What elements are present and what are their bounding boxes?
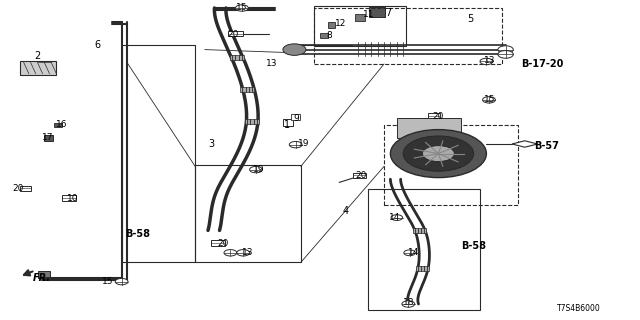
- Text: 20: 20: [432, 112, 444, 121]
- Text: 6: 6: [95, 40, 101, 50]
- Text: 2: 2: [34, 51, 40, 61]
- Text: 10: 10: [67, 194, 79, 203]
- Text: 13: 13: [266, 60, 277, 68]
- Circle shape: [404, 250, 415, 256]
- Bar: [353, 173, 366, 178]
- Circle shape: [236, 5, 248, 11]
- Bar: [413, 228, 426, 233]
- Circle shape: [391, 215, 403, 220]
- Bar: [369, 7, 385, 17]
- Text: B-58: B-58: [461, 241, 486, 252]
- Circle shape: [498, 46, 513, 53]
- Bar: [54, 123, 62, 127]
- Text: 20: 20: [218, 239, 229, 248]
- Text: 12: 12: [335, 19, 347, 28]
- Text: 4: 4: [342, 206, 349, 216]
- Bar: [195, 165, 301, 262]
- Text: 19: 19: [253, 165, 264, 174]
- Text: 20: 20: [13, 184, 24, 193]
- Text: 20: 20: [356, 172, 367, 180]
- Text: 9: 9: [293, 114, 299, 123]
- Text: 18: 18: [403, 298, 415, 307]
- Circle shape: [402, 301, 415, 307]
- Bar: [62, 195, 76, 201]
- Text: 13: 13: [484, 56, 495, 65]
- Bar: [291, 114, 300, 120]
- Text: 14: 14: [389, 213, 401, 222]
- Text: 3: 3: [208, 139, 214, 149]
- Bar: [314, 8, 502, 64]
- Circle shape: [237, 250, 250, 256]
- Text: B-57: B-57: [534, 140, 559, 151]
- Text: 11: 11: [363, 10, 374, 19]
- Circle shape: [483, 97, 495, 103]
- Text: 15: 15: [102, 277, 114, 286]
- Bar: [428, 113, 440, 118]
- Text: B-17-20: B-17-20: [522, 59, 564, 69]
- Text: 1: 1: [284, 120, 290, 130]
- Bar: [230, 55, 244, 60]
- Bar: [20, 61, 56, 75]
- Circle shape: [498, 51, 513, 58]
- Circle shape: [289, 141, 302, 148]
- Text: 7: 7: [385, 8, 392, 18]
- Bar: [283, 119, 293, 126]
- Text: 15: 15: [236, 4, 247, 12]
- Circle shape: [250, 166, 262, 173]
- Bar: [355, 14, 365, 21]
- Circle shape: [224, 250, 237, 256]
- Bar: [228, 31, 243, 36]
- Bar: [122, 45, 195, 262]
- Circle shape: [403, 136, 474, 171]
- Circle shape: [422, 146, 454, 162]
- Bar: [328, 22, 335, 28]
- Bar: [314, 6, 406, 46]
- Bar: [211, 240, 225, 246]
- Text: 16: 16: [56, 120, 68, 129]
- Text: 14: 14: [408, 248, 420, 257]
- Text: 19: 19: [298, 140, 309, 148]
- Text: T7S4B6000: T7S4B6000: [557, 304, 600, 313]
- Text: B-58: B-58: [125, 228, 150, 239]
- Bar: [44, 135, 53, 141]
- Bar: [368, 189, 480, 310]
- Bar: [416, 266, 429, 271]
- Text: 13: 13: [242, 248, 253, 257]
- Text: 15: 15: [484, 95, 495, 104]
- Text: 17: 17: [42, 133, 53, 142]
- Circle shape: [283, 44, 306, 55]
- Bar: [245, 119, 259, 124]
- Text: 8: 8: [326, 31, 332, 40]
- Circle shape: [115, 278, 128, 285]
- Bar: [320, 33, 328, 38]
- Bar: [38, 271, 50, 278]
- Circle shape: [480, 58, 493, 65]
- Circle shape: [390, 130, 486, 178]
- Bar: [397, 118, 461, 138]
- Bar: [240, 87, 254, 92]
- Text: 20: 20: [228, 30, 239, 39]
- Bar: [20, 186, 31, 191]
- Bar: [384, 125, 518, 205]
- Polygon shape: [512, 141, 538, 147]
- Text: FR.: FR.: [33, 273, 51, 284]
- Text: 5: 5: [467, 14, 474, 24]
